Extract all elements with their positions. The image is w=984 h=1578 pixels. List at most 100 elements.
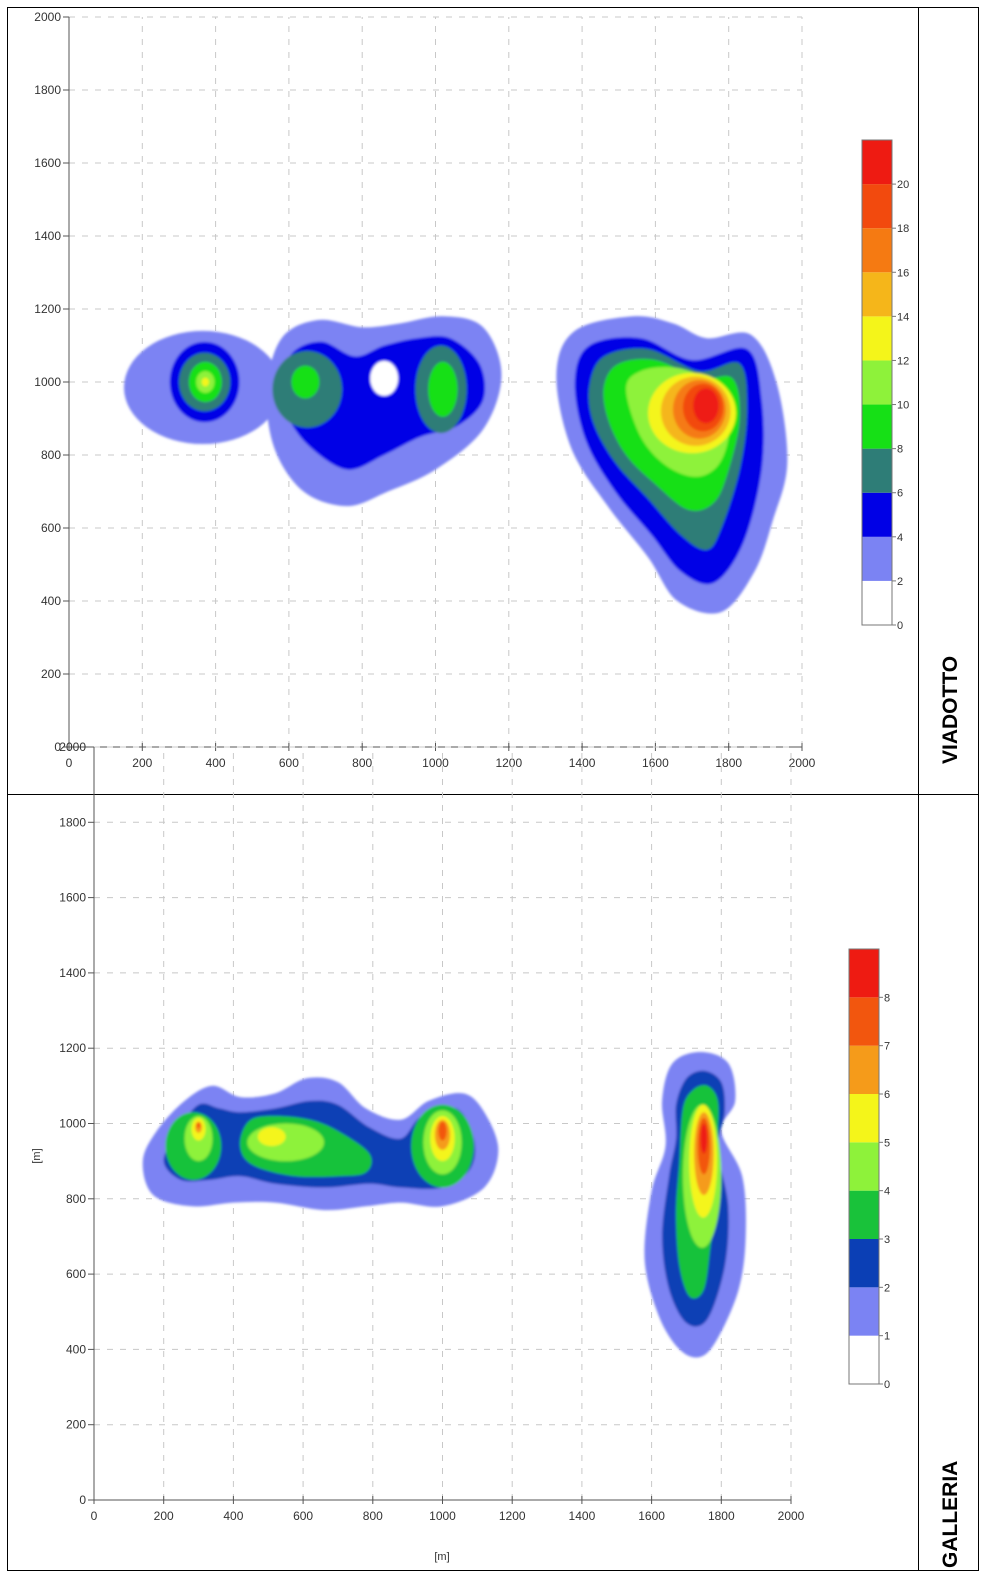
colorbar-frame bbox=[848, 948, 880, 1385]
galleria-panel: 0 200 400 600 800 1000 1200 1400 1600 1800 2000020… bbox=[31, 740, 962, 1568]
y-tick-label: 1600 bbox=[59, 891, 86, 905]
y-axis-label: [m] bbox=[31, 1148, 43, 1163]
y-tick-label: 1200 bbox=[59, 1041, 86, 1055]
colorbar-tick-label: 2 bbox=[897, 576, 903, 588]
colorbar-swatch bbox=[849, 1335, 879, 1384]
colorbar-swatch bbox=[862, 140, 892, 185]
y-tick-label: 600 bbox=[41, 521, 61, 535]
viadotto-panel: 0 200 400 600 800 1000 1200 1400 1600 1800 2000020… bbox=[34, 10, 962, 770]
colorbar-tick-label: 7 bbox=[884, 1041, 890, 1053]
colorbar-swatch bbox=[849, 1239, 879, 1288]
x-tick-label: 2000 bbox=[789, 756, 816, 770]
colorbar-tick-label: 8 bbox=[897, 444, 903, 456]
colorbar-swatch bbox=[862, 316, 892, 361]
colorbar-tick-label: 18 bbox=[897, 223, 909, 235]
table-frame bbox=[7, 7, 979, 1571]
contour-fill bbox=[123, 316, 788, 614]
x-tick-label: 1000 bbox=[422, 756, 449, 770]
colorbar-swatch bbox=[862, 272, 892, 317]
contour-band-10 bbox=[693, 388, 719, 424]
colorbar-swatch bbox=[862, 448, 892, 493]
contour-band-5 bbox=[257, 1127, 286, 1147]
x-tick-label: 400 bbox=[223, 1509, 243, 1523]
x-tick-label: 1200 bbox=[499, 1509, 526, 1523]
x-tick-label: 1800 bbox=[715, 756, 742, 770]
colorbar-swatch bbox=[849, 949, 879, 998]
y-tick-label: 1800 bbox=[59, 815, 86, 829]
y-tick-label: 0 bbox=[79, 1493, 86, 1507]
contour-bands bbox=[123, 316, 788, 614]
colorbar-tick-label: 1 bbox=[884, 1331, 890, 1343]
colorbar-tick-label: 4 bbox=[897, 532, 903, 544]
colorbar-tick-label: 14 bbox=[897, 311, 909, 323]
grid bbox=[94, 746, 792, 1500]
contour-band-4 bbox=[428, 361, 458, 417]
contour-band-4 bbox=[247, 1123, 325, 1162]
colorbar-swatch bbox=[862, 580, 892, 625]
contour-bands bbox=[142, 1052, 746, 1358]
colorbar-tick-label: 16 bbox=[897, 267, 909, 279]
x-tick-label: 0 bbox=[91, 1509, 98, 1523]
x-tick-label: 600 bbox=[293, 1509, 313, 1523]
y-tick-label: 1800 bbox=[34, 83, 61, 97]
colorbar-swatch bbox=[862, 184, 892, 229]
colorbar: 0 1 2 3 4 5 6 7 8 bbox=[848, 948, 890, 1391]
x-tick-label: 800 bbox=[363, 1509, 383, 1523]
x-tick-label: 200 bbox=[154, 1509, 174, 1523]
colorbar-swatch bbox=[849, 1045, 879, 1094]
x-tick-label: 400 bbox=[206, 756, 226, 770]
x-tick-label: 1400 bbox=[569, 1509, 596, 1523]
colorbar-tick-label: 4 bbox=[884, 1186, 890, 1198]
contour-band-8 bbox=[700, 1123, 708, 1154]
colorbar-tick-label: 20 bbox=[897, 179, 909, 191]
y-tick-label: 200 bbox=[66, 1418, 86, 1432]
colorbar-tick-label: 6 bbox=[897, 488, 903, 500]
contour-fill bbox=[142, 1052, 746, 1358]
panel-label-galleria: GALLERIA bbox=[939, 1461, 962, 1568]
contour-band-7 bbox=[438, 1121, 447, 1141]
colorbar-tick-label: 3 bbox=[884, 1234, 890, 1246]
x-tick-label: 800 bbox=[352, 756, 372, 770]
x-tick-label: 1000 bbox=[429, 1509, 456, 1523]
axes: 0 200 400 600 800 1000 1200 1400 1600 1800 2000020… bbox=[59, 740, 804, 1523]
colorbar-swatch bbox=[849, 1094, 879, 1143]
colorbar-swatch bbox=[849, 1190, 879, 1239]
x-tick-label: 200 bbox=[132, 756, 152, 770]
colorbar-swatch bbox=[862, 404, 892, 449]
panel-label-viadotto: VIADOTTO bbox=[939, 656, 962, 764]
x-tick-label: 1200 bbox=[495, 756, 522, 770]
x-tick-label: 2000 bbox=[778, 1509, 805, 1523]
colorbar-swatch bbox=[849, 1142, 879, 1191]
colorbar-tick-label: 8 bbox=[884, 992, 890, 1004]
y-tick-label: 1000 bbox=[59, 1117, 86, 1131]
contour-band-4 bbox=[291, 365, 320, 399]
contour-band-6 bbox=[201, 377, 210, 387]
y-tick-label: 1200 bbox=[34, 302, 61, 316]
colorbar-swatch bbox=[862, 492, 892, 537]
x-tick-label: 1600 bbox=[638, 1509, 665, 1523]
x-tick-label: 1600 bbox=[642, 756, 669, 770]
x-tick-label: 0 bbox=[66, 756, 73, 770]
colorbar: 0 2 4 6 8 10 12 14 16 18 20 bbox=[861, 139, 909, 632]
colorbar-swatch bbox=[862, 228, 892, 273]
colorbar-swatch bbox=[862, 536, 892, 581]
y-tick-label: 1000 bbox=[34, 375, 61, 389]
y-tick-label: 200 bbox=[41, 667, 61, 681]
y-tick-label: 400 bbox=[41, 594, 61, 608]
contour-band-7 bbox=[196, 1122, 201, 1129]
y-tick-label: 400 bbox=[66, 1342, 86, 1356]
colorbar-swatch bbox=[849, 997, 879, 1046]
colorbar-tick-label: 2 bbox=[884, 1282, 890, 1294]
y-tick-label: 1400 bbox=[34, 229, 61, 243]
y-tick-label: 800 bbox=[41, 448, 61, 462]
y-tick-label: 1600 bbox=[34, 156, 61, 170]
colorbar-tick-label: 6 bbox=[884, 1089, 890, 1101]
colorbar-tick-label: 10 bbox=[897, 400, 909, 412]
colorbar-tick-label: 0 bbox=[897, 620, 903, 632]
y-tick-label: 0 bbox=[54, 740, 61, 754]
y-tick-label: 600 bbox=[66, 1267, 86, 1281]
y-tick-label: 800 bbox=[66, 1192, 86, 1206]
x-tick-label: 1800 bbox=[708, 1509, 735, 1523]
y-tick-label: 1400 bbox=[59, 966, 86, 980]
